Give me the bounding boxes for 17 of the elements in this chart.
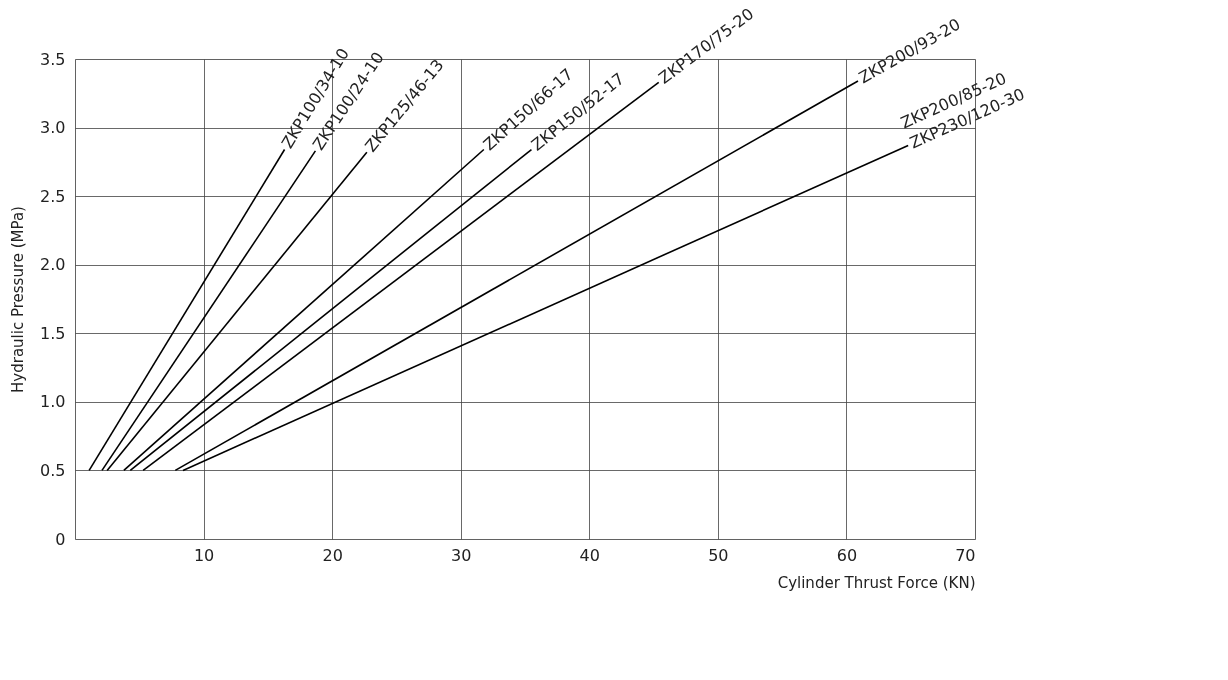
x-tick-label: 50 xyxy=(708,545,729,565)
x-tick-label: 10 xyxy=(193,545,215,565)
y-axis-title: Hydraulic Pressure (MPa) xyxy=(9,206,28,393)
x-axis-title: Cylinder Thrust Force (KN) xyxy=(777,573,976,592)
y-tick-label: 1.0 xyxy=(40,392,66,412)
x-tick-label: 60 xyxy=(836,545,858,565)
y-tick-label: 1.5 xyxy=(40,323,66,343)
y-tick-label: 2.5 xyxy=(40,186,66,206)
y-tick-label: 3.0 xyxy=(40,118,66,138)
x-tick-label: 20 xyxy=(322,545,343,565)
x-tick-label: 30 xyxy=(451,545,472,565)
y-tick-label: 2.0 xyxy=(40,255,66,275)
x-tick-label: 70 xyxy=(955,545,976,565)
x-tick-label: 40 xyxy=(579,545,600,565)
y-tick-label: 0.5 xyxy=(40,460,66,480)
y-tick-label: 0 xyxy=(55,529,66,549)
y-tick-label: 3.5 xyxy=(40,49,66,69)
